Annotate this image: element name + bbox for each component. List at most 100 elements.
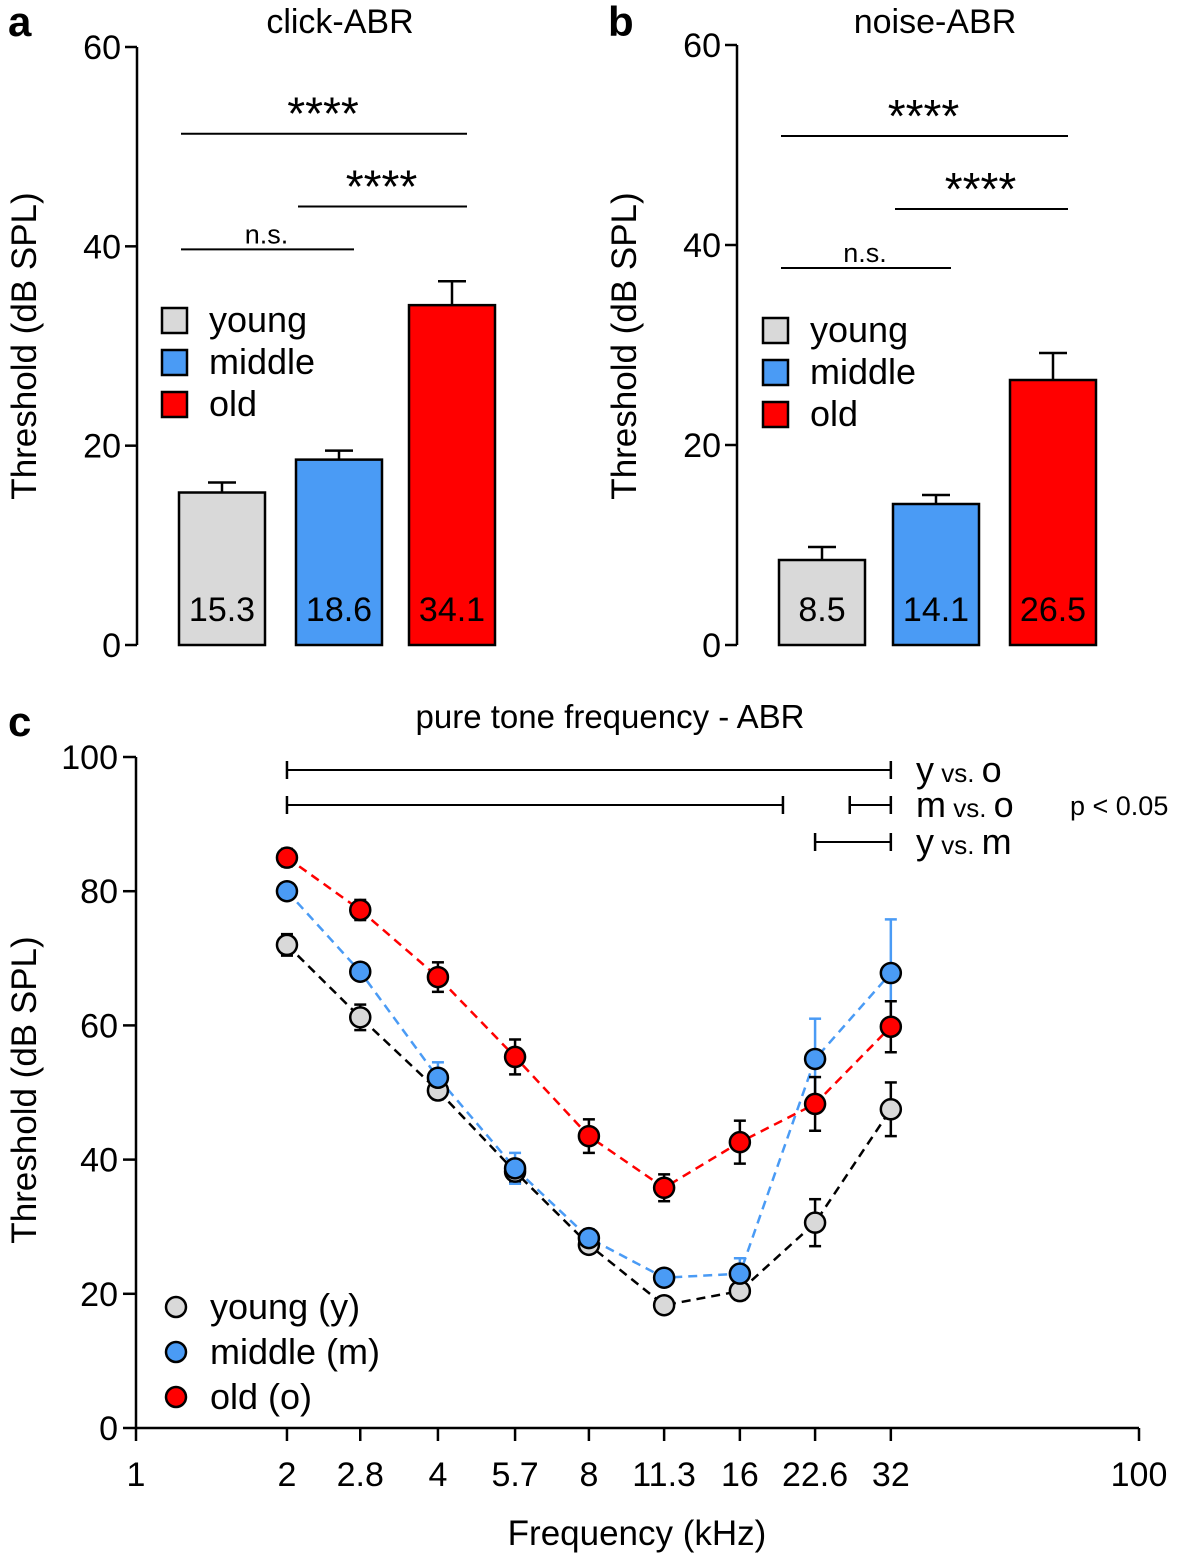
panel-b-legend-swatch-middle bbox=[761, 358, 790, 387]
p-value-note: p < 0.05 bbox=[1070, 791, 1168, 821]
panel-b-y-tick-label: 20 bbox=[683, 427, 721, 465]
panel-c-point-old bbox=[503, 1045, 527, 1069]
panel-a-legend-label-middle: middle bbox=[209, 341, 315, 382]
panel-c-y-tick-label: 60 bbox=[80, 1007, 118, 1045]
panel-c-point-old bbox=[879, 1015, 903, 1038]
panel-c-point-middle bbox=[879, 961, 903, 985]
panel-a-bar-middle bbox=[294, 458, 384, 647]
panel-b-legend-label-old: old bbox=[810, 393, 858, 434]
panel-a-significance-label: **** bbox=[346, 160, 418, 212]
panel-b-legend-label-young: young bbox=[810, 309, 908, 350]
panel-b-legend-swatch-old bbox=[761, 400, 790, 429]
panel-c-ylabel: Threshold (dB SPL) bbox=[5, 936, 44, 1243]
comparison-vs: vs. bbox=[946, 793, 994, 823]
panel-a-bar-value-young: 15.3 bbox=[189, 591, 255, 629]
panel-c-point-old bbox=[348, 898, 372, 922]
panel-a-bar-value-old: 34.1 bbox=[419, 591, 485, 629]
panel-a-chart: click-ABR Threshold (dB SPL) 0 20 40 60 15.3… bbox=[5, 3, 497, 665]
panel-c-significance-label: y vs. o bbox=[916, 749, 1002, 790]
panel-a-legend-label-old: old bbox=[209, 383, 257, 424]
panel-c-point-young bbox=[275, 933, 299, 957]
panel-a-y-tick-label: 20 bbox=[83, 428, 121, 466]
panel-c-y-tick-label: 80 bbox=[80, 873, 118, 911]
panel-b-legend-swatch-young bbox=[761, 316, 790, 345]
panel-letter-a: a bbox=[8, 0, 32, 45]
panel-b-bar-value-old: 26.5 bbox=[1020, 591, 1086, 629]
panel-letter-c: c bbox=[8, 698, 31, 745]
panel-c-y-tick-label: 20 bbox=[80, 1276, 118, 1314]
panel-c-point-young bbox=[803, 1211, 827, 1234]
panel-a-legend-swatch-old bbox=[160, 390, 189, 419]
panel-c-point-old bbox=[275, 846, 299, 869]
panel-a-y-tick-label: 0 bbox=[102, 627, 121, 665]
panel-b-title: noise-ABR bbox=[854, 3, 1017, 41]
panel-b-ylabel: Threshold (dB SPL) bbox=[605, 192, 644, 499]
panel-c-y-tick-label: 100 bbox=[61, 739, 118, 777]
panel-b-y-tick-label: 40 bbox=[683, 227, 721, 265]
panel-a-bar-value-middle: 18.6 bbox=[306, 591, 372, 629]
panel-c-x-tick-label: 22.6 bbox=[782, 1456, 848, 1494]
panel-b-bar-young bbox=[777, 558, 867, 647]
panel-c-x-tick-label: 2.8 bbox=[337, 1456, 384, 1494]
panel-b-bar-middle bbox=[891, 502, 981, 647]
panel-c-point-young bbox=[348, 1006, 372, 1029]
panel-a-title: click-ABR bbox=[266, 3, 413, 41]
panel-c-point-old bbox=[728, 1130, 752, 1154]
panel-b-bar-value-young: 8.5 bbox=[798, 591, 845, 629]
panel-a-ylabel: Threshold (dB SPL) bbox=[5, 192, 44, 499]
panel-c-line-middle bbox=[286, 890, 892, 1279]
panel-c-x-tick-label: 100 bbox=[1111, 1456, 1168, 1494]
panel-c-point-young bbox=[652, 1293, 676, 1317]
panel-c-x-tick-label: 1 bbox=[127, 1456, 146, 1494]
panel-b-y-tick-label: 0 bbox=[702, 627, 721, 665]
panel-c-legend-label-old: old (o) bbox=[210, 1376, 312, 1417]
panel-c-legend-marker-middle bbox=[164, 1340, 188, 1364]
comparison-group-left: m bbox=[916, 784, 946, 825]
panel-c-x-tick-label: 8 bbox=[579, 1456, 598, 1494]
panel-c-point-old bbox=[652, 1176, 676, 1200]
comparison-group-left: y bbox=[916, 749, 934, 790]
panel-c-point-young bbox=[879, 1098, 903, 1121]
comparison-group-right: o bbox=[994, 784, 1014, 825]
panel-a-y-tick-label: 40 bbox=[83, 228, 121, 266]
panel-c-x-tick-label: 5.7 bbox=[491, 1456, 538, 1494]
comparison-vs: vs. bbox=[934, 758, 982, 788]
panel-c-x-tick-label: 4 bbox=[428, 1456, 447, 1494]
panel-c-x-tick-label: 32 bbox=[872, 1456, 910, 1494]
panel-c-point-old bbox=[426, 965, 450, 989]
panel-b-y-tick-label: 60 bbox=[683, 27, 721, 65]
panel-a-legend-swatch-young bbox=[160, 306, 189, 335]
panel-c-xlabel: Frequency (kHz) bbox=[508, 1514, 767, 1553]
panel-c-point-middle bbox=[348, 960, 372, 983]
panel-c-significance-label: y vs. m bbox=[916, 821, 1012, 862]
comparison-group-right: o bbox=[982, 749, 1002, 790]
panel-c-point-middle bbox=[803, 1047, 827, 1071]
panel-b-chart: noise-ABR Threshold (dB SPL) 0 20 40 60 8.5 1… bbox=[605, 3, 1098, 665]
panel-a-significance-label: **** bbox=[287, 88, 359, 140]
panel-b-bar-value-middle: 14.1 bbox=[903, 591, 969, 629]
panel-c-legend-marker-old bbox=[164, 1385, 188, 1409]
panel-c-legend-label-young: young (y) bbox=[210, 1286, 360, 1327]
panel-c-point-middle bbox=[652, 1266, 676, 1289]
comparison-group-left: y bbox=[916, 821, 934, 862]
panel-c-title: pure tone frequency - ABR bbox=[416, 698, 805, 735]
panel-a-significance-label: n.s. bbox=[245, 219, 289, 249]
comparison-group-right: m bbox=[982, 821, 1012, 862]
panel-c-x-tick-label: 16 bbox=[721, 1456, 759, 1494]
panel-b-legend-label-middle: middle bbox=[810, 351, 916, 392]
panel-letter-b: b bbox=[608, 0, 634, 45]
panel-c-point-middle bbox=[426, 1066, 450, 1089]
panel-c-point-middle bbox=[503, 1157, 527, 1180]
panel-c-point-old bbox=[577, 1124, 601, 1148]
panel-a-bar-old bbox=[407, 303, 497, 647]
panel-b-significance-label: n.s. bbox=[843, 238, 887, 268]
panel-c-legend-label-middle: middle (m) bbox=[210, 1331, 380, 1372]
panel-c-x-tick-label: 11.3 bbox=[632, 1456, 696, 1494]
panel-c-point-middle bbox=[577, 1226, 601, 1250]
panel-c-y-tick-label: 40 bbox=[80, 1142, 118, 1180]
panel-c-legend-marker-young bbox=[164, 1295, 188, 1319]
comparison-vs: vs. bbox=[934, 830, 982, 860]
panel-c-chart: pure tone frequency - ABR Threshold (dB … bbox=[5, 698, 1168, 1553]
panel-c-point-old bbox=[803, 1092, 827, 1116]
